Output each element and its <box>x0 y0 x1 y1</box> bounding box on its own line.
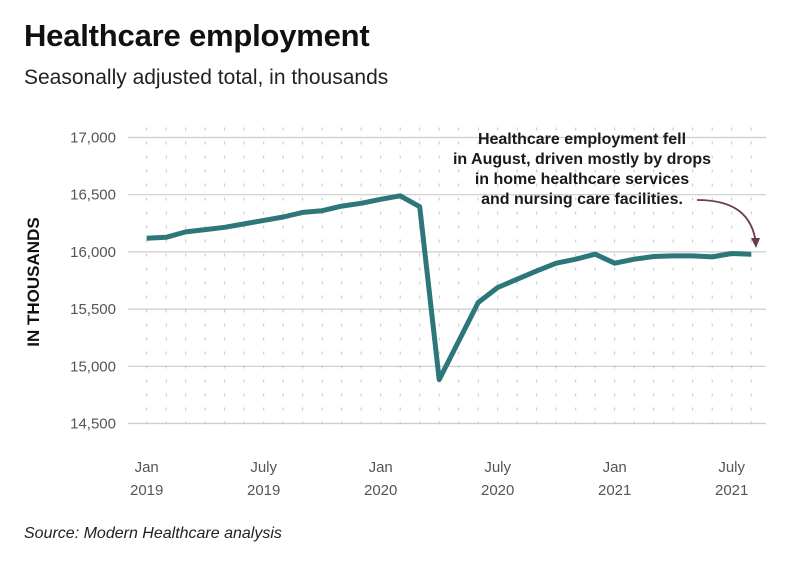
x-tick-label: July <box>718 459 745 476</box>
x-axis: Jan 2019 July 2019 Jan 2020 July 2020 Jan 2021 Jul… <box>130 459 748 499</box>
y-tick-label: 17,000 <box>70 130 116 147</box>
x-tick-year: 2019 <box>130 482 163 499</box>
annotation-line-1: Healthcare employment fell <box>478 131 686 148</box>
y-tick-label: 14,500 <box>70 416 116 433</box>
arrowhead-icon <box>751 238 760 248</box>
data-points <box>146 195 752 380</box>
x-tick-year: 2019 <box>247 482 280 499</box>
x-tick-year: 2020 <box>364 482 397 499</box>
y-tick-label: 15,000 <box>70 358 116 375</box>
x-tick-label: Jan <box>369 459 393 476</box>
y-axis-label: IN THOUSANDS <box>24 217 43 346</box>
x-tick-year: 2021 <box>715 482 748 499</box>
source-note: Source: Modern Healthcare analysis <box>24 525 282 542</box>
annotation-line-2: in August, driven mostly by drops <box>453 151 711 168</box>
chart-title: Healthcare employment <box>24 18 370 53</box>
series-line <box>146 193 752 383</box>
y-tick-label: 15,500 <box>70 301 116 318</box>
y-axis: 17,000 16,500 16,000 15,500 15,000 14,500 <box>70 130 116 433</box>
x-tick-label: Jan <box>135 459 159 476</box>
grid <box>128 127 766 436</box>
x-tick-label: Jan <box>603 459 627 476</box>
y-tick-label: 16,000 <box>70 244 116 261</box>
x-tick-label: July <box>250 459 277 476</box>
x-tick-year: 2020 <box>481 482 514 499</box>
annotation: Healthcare employment fell in August, dr… <box>453 131 760 248</box>
x-tick-year: 2021 <box>598 482 631 499</box>
annotation-line-4: and nursing care facilities. <box>481 191 683 208</box>
annotation-arrow <box>696 199 757 244</box>
annotation-line-3: in home healthcare services <box>475 171 689 188</box>
chart-subtitle: Seasonally adjusted total, in thousands <box>24 66 389 89</box>
y-tick-label: 16,500 <box>70 187 116 204</box>
x-tick-label: July <box>484 459 511 476</box>
